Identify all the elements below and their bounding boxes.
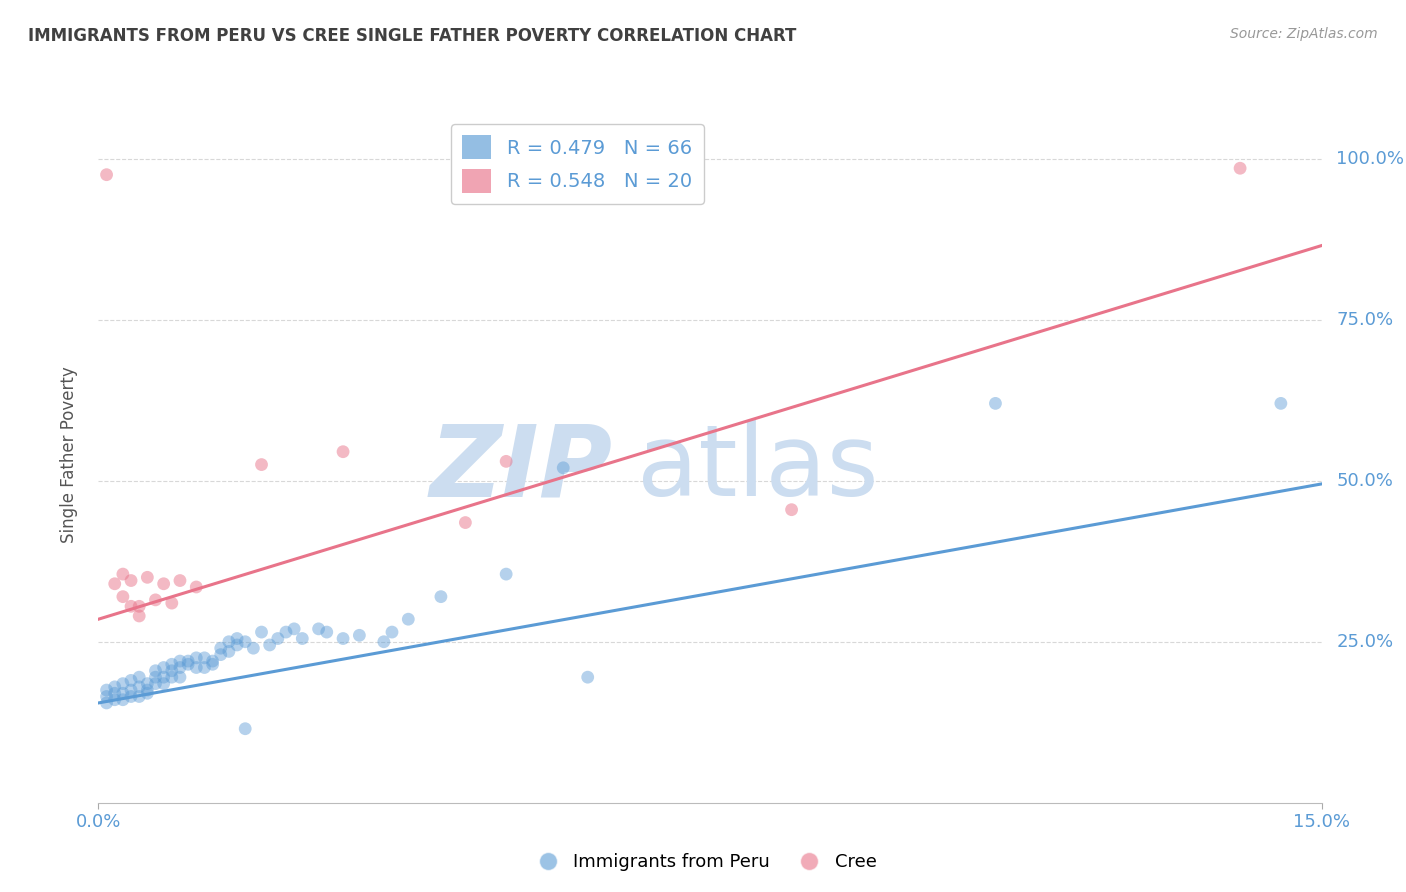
Point [104,680,127,694]
Point [553,460,575,475]
Point [209,648,232,662]
Point [274,625,297,640]
Point [128,690,150,704]
Point [332,444,354,458]
Point [152,660,174,674]
Point [576,670,599,684]
Point [233,722,256,736]
Point [201,657,224,672]
Point [984,396,1007,410]
Text: 75.0%: 75.0% [1336,310,1393,328]
Point [250,625,273,640]
Text: 50.0%: 50.0% [1336,472,1393,490]
Point [454,516,477,530]
Legend: R = 0.479   N = 66, R = 0.548   N = 20: R = 0.479 N = 66, R = 0.548 N = 20 [451,124,704,204]
Point [186,660,208,674]
Point [396,612,419,626]
Point [160,664,183,678]
Point [145,664,167,678]
Text: Source: ZipAtlas.com: Source: ZipAtlas.com [1230,27,1378,41]
Point [145,592,167,607]
Text: ZIP: ZIP [429,420,612,517]
Point [169,654,191,668]
Point [169,660,191,674]
Point [349,628,371,642]
Point [308,622,330,636]
Point [111,567,134,582]
Point [160,596,183,610]
Point [152,676,174,690]
Point [218,634,240,648]
Point [136,686,159,700]
Point [332,632,354,646]
Point [128,680,150,694]
Point [780,502,803,516]
Point [160,657,183,672]
Point [145,676,167,690]
Point [495,454,517,468]
Point [177,654,200,668]
Text: 100.0%: 100.0% [1336,150,1405,168]
Point [186,651,208,665]
Point [250,458,273,472]
Point [495,567,517,582]
Point [120,673,142,688]
Point [111,692,134,706]
Point [201,654,224,668]
Point [186,580,208,594]
Point [136,683,159,698]
Point [169,670,191,684]
Point [209,641,232,656]
Point [169,574,191,588]
Point [373,634,395,648]
Text: atlas: atlas [637,420,879,517]
Text: 25.0%: 25.0% [1336,632,1393,651]
Point [242,641,264,656]
Point [1229,161,1251,176]
Point [128,609,150,624]
Point [96,690,118,704]
Point [96,168,118,182]
Point [218,644,240,658]
Point [233,634,256,648]
Point [120,690,142,704]
Point [160,670,183,684]
Legend: Immigrants from Peru, Cree: Immigrants from Peru, Cree [522,847,884,879]
Point [315,625,337,640]
Point [1270,396,1292,410]
Point [226,638,249,652]
Point [152,576,174,591]
Point [283,622,305,636]
Point [111,676,134,690]
Point [104,686,127,700]
Y-axis label: Single Father Poverty: Single Father Poverty [59,367,77,543]
Point [136,676,159,690]
Point [96,683,118,698]
Point [128,670,150,684]
Point [136,570,159,584]
Text: IMMIGRANTS FROM PERU VS CREE SINGLE FATHER POVERTY CORRELATION CHART: IMMIGRANTS FROM PERU VS CREE SINGLE FATH… [28,27,796,45]
Point [128,599,150,614]
Point [120,574,142,588]
Point [259,638,281,652]
Point [111,590,134,604]
Point [381,625,404,640]
Point [267,632,290,646]
Point [111,686,134,700]
Point [177,657,200,672]
Point [104,692,127,706]
Point [430,590,453,604]
Point [96,696,118,710]
Point [291,632,314,646]
Point [152,670,174,684]
Point [145,670,167,684]
Point [226,632,249,646]
Point [120,683,142,698]
Point [120,599,142,614]
Point [193,660,215,674]
Point [104,576,127,591]
Point [193,651,215,665]
